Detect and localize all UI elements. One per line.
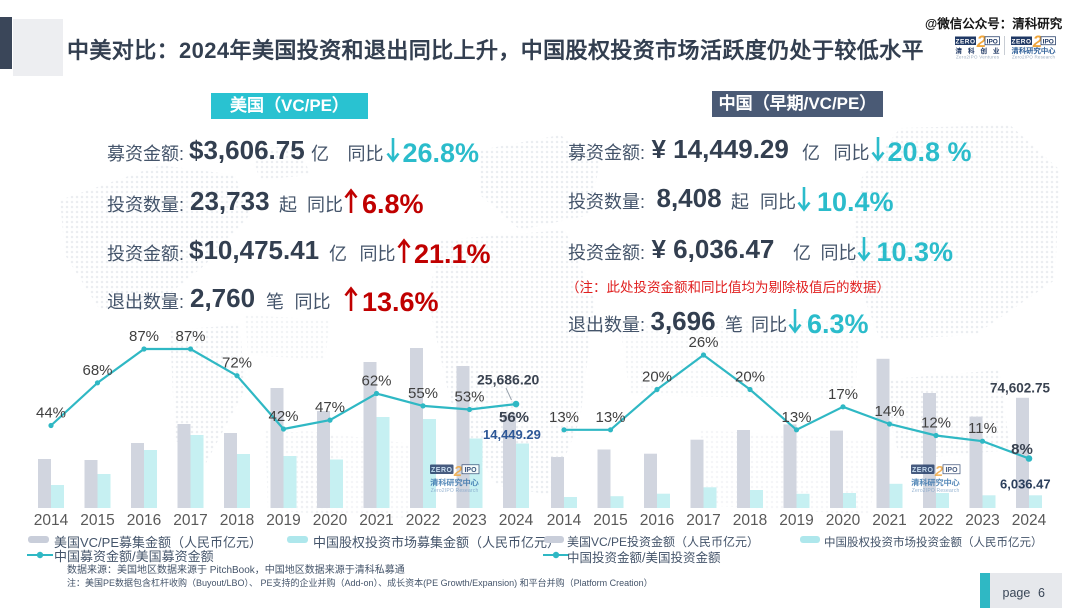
- svg-text:2023: 2023: [965, 512, 999, 529]
- svg-text:IPO: IPO: [987, 38, 998, 45]
- svg-text:ZERO: ZERO: [431, 467, 453, 474]
- svg-text:13%: 13%: [549, 409, 579, 426]
- svg-text:2015: 2015: [593, 512, 627, 529]
- svg-text:Zero2IPO Research: Zero2IPO Research: [912, 488, 960, 494]
- svg-text:87%: 87%: [175, 328, 205, 345]
- svg-text:2: 2: [976, 33, 987, 51]
- svg-text:14,449.29: 14,449.29: [483, 427, 541, 442]
- svg-text:2: 2: [934, 463, 944, 480]
- svg-text:20%: 20%: [642, 369, 672, 386]
- svg-text:2020: 2020: [826, 512, 861, 529]
- svg-text:20%: 20%: [735, 369, 765, 386]
- svg-text:8%: 8%: [1011, 441, 1033, 458]
- svg-text:2: 2: [453, 463, 463, 480]
- svg-text:53%: 53%: [454, 389, 484, 406]
- svg-text:2018: 2018: [220, 512, 254, 529]
- svg-text:清 科 创 业: 清 科 创 业: [956, 46, 1001, 55]
- svg-text:17%: 17%: [828, 386, 858, 403]
- svg-text:ZERO: ZERO: [1011, 38, 1031, 45]
- svg-text:2014: 2014: [34, 512, 69, 529]
- svg-text:Zero2IPO Ventures: Zero2IPO Ventures: [956, 55, 1000, 60]
- svg-text:IPO: IPO: [945, 467, 958, 474]
- svg-text:87%: 87%: [129, 328, 159, 345]
- svg-text:2015: 2015: [80, 512, 114, 529]
- svg-text:2024: 2024: [1012, 512, 1047, 529]
- svg-text:2019: 2019: [779, 512, 813, 529]
- svg-text:14%: 14%: [874, 403, 904, 420]
- svg-text:74,602.75: 74,602.75: [990, 381, 1051, 396]
- svg-text:ZERO: ZERO: [955, 38, 975, 45]
- svg-text:2014: 2014: [547, 512, 582, 529]
- svg-text:56%: 56%: [499, 409, 529, 426]
- svg-text:68%: 68%: [82, 362, 112, 379]
- svg-text:13%: 13%: [781, 409, 811, 426]
- svg-text:Zero2IPO Research: Zero2IPO Research: [431, 488, 479, 494]
- svg-text:2021: 2021: [872, 512, 906, 529]
- svg-text:2023: 2023: [452, 512, 486, 529]
- svg-text:2022: 2022: [919, 512, 953, 529]
- svg-text:25,686.20: 25,686.20: [477, 372, 539, 388]
- svg-text:2016: 2016: [127, 512, 161, 529]
- svg-text:清科研究中心: 清科研究中心: [430, 477, 479, 487]
- svg-text:Zero2IPO Research: Zero2IPO Research: [1012, 55, 1055, 60]
- svg-text:IPO: IPO: [1043, 38, 1054, 45]
- svg-text:55%: 55%: [408, 385, 438, 402]
- svg-text:清科研究中心: 清科研究中心: [1012, 46, 1056, 55]
- svg-text:2021: 2021: [359, 512, 393, 529]
- svg-text:13%: 13%: [595, 409, 625, 426]
- svg-text:2: 2: [1032, 33, 1043, 51]
- svg-text:2022: 2022: [406, 512, 440, 529]
- svg-text:2017: 2017: [173, 512, 207, 529]
- svg-text:2024: 2024: [499, 512, 534, 529]
- svg-text:44%: 44%: [36, 405, 66, 422]
- svg-text:2018: 2018: [733, 512, 767, 529]
- svg-text:62%: 62%: [361, 373, 391, 390]
- svg-text:42%: 42%: [268, 408, 298, 425]
- svg-text:IPO: IPO: [464, 467, 477, 474]
- svg-text:2020: 2020: [313, 512, 348, 529]
- svg-text:12%: 12%: [921, 415, 951, 432]
- svg-text:72%: 72%: [222, 355, 252, 372]
- svg-text:6,036.47: 6,036.47: [1000, 477, 1051, 492]
- svg-text:26%: 26%: [688, 334, 718, 351]
- svg-text:2016: 2016: [640, 512, 674, 529]
- svg-text:清科研究中心: 清科研究中心: [911, 477, 960, 487]
- svg-text:47%: 47%: [315, 399, 345, 416]
- svg-text:11%: 11%: [968, 420, 997, 437]
- svg-text:2017: 2017: [686, 512, 720, 529]
- svg-text:2019: 2019: [266, 512, 300, 529]
- svg-text:ZERO: ZERO: [912, 467, 934, 474]
